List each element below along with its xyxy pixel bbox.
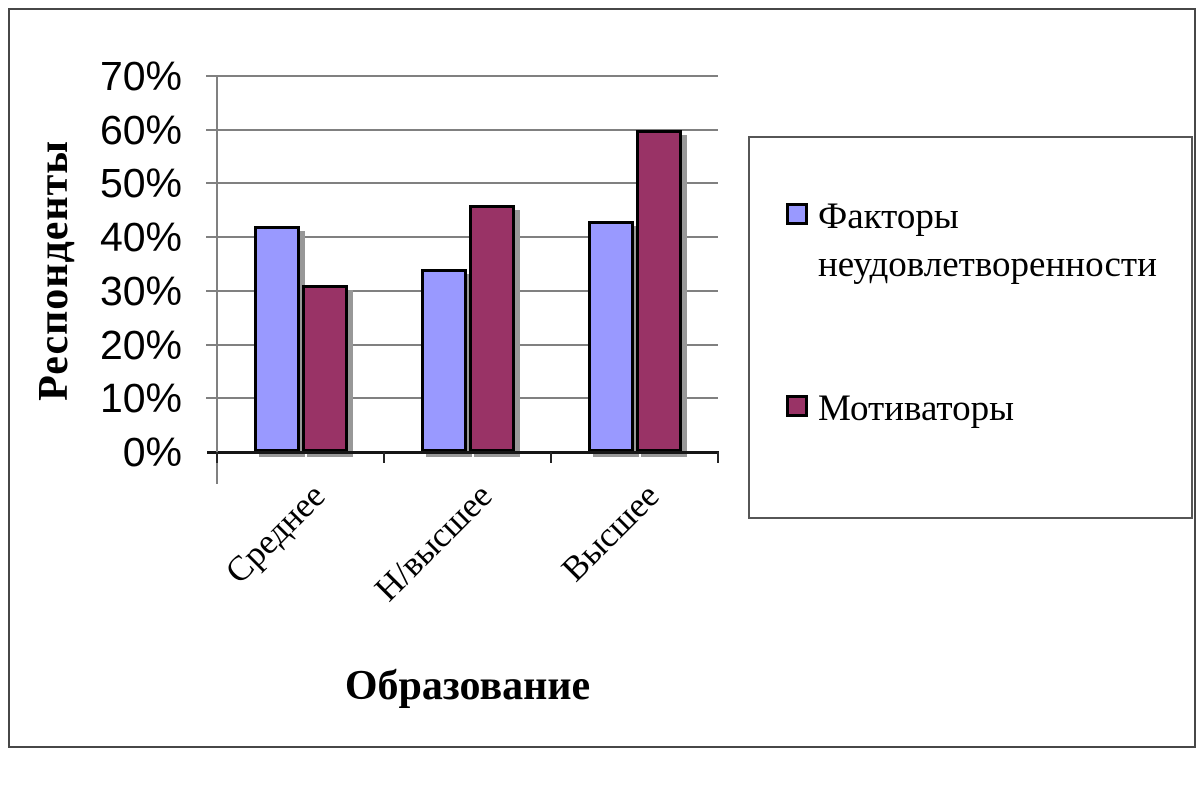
y-tick-label-2: 20% [99, 322, 182, 368]
legend-label-factors: Факторы неудовлетворенности [818, 196, 1157, 285]
x-axis-tick-1 [383, 452, 385, 463]
legend-label-motivators: Мотиваторы [818, 388, 1014, 429]
y-tick-label-0: 0% [122, 429, 182, 475]
gridline-10 [217, 397, 718, 399]
x-axis-tick-2 [550, 452, 552, 463]
y-tick-label-1: 10% [99, 375, 182, 421]
gridline-30 [217, 290, 718, 292]
bar-series0-cat0 [254, 226, 300, 452]
x-axis-tick-3 [717, 452, 719, 463]
y-axis-line [216, 76, 218, 484]
x-axis-title: Образование [344, 663, 591, 709]
y-tick-40 [206, 236, 217, 238]
legend-marker-factors-icon [786, 203, 808, 225]
chart-outer-border [8, 8, 1196, 748]
y-tick-70 [206, 75, 217, 77]
y-tick-label-6: 60% [99, 107, 182, 153]
y-tick-label-5: 50% [99, 160, 182, 206]
bar-series0-cat2 [588, 221, 634, 452]
y-tick-60 [206, 129, 217, 131]
page: { "chart_data": { "type": "bar", "title"… [8, 8, 1196, 748]
y-tick-50 [206, 182, 217, 184]
y-tick-label-4: 40% [99, 214, 182, 260]
y-tick-20 [206, 344, 217, 346]
legend: Факторы неудовлетворенности Мотиваторы [748, 136, 1193, 519]
gridline-20 [217, 344, 718, 346]
bar-series0-cat1 [421, 269, 467, 452]
x-axis-tick-0 [216, 452, 218, 463]
y-tick-label-3: 30% [99, 268, 182, 314]
y-tick-10 [206, 397, 217, 399]
bar-series1-cat0 [302, 285, 348, 452]
bar-series1-cat2 [636, 130, 682, 452]
gridline-70 [217, 75, 718, 77]
gridline-60 [217, 129, 718, 131]
gridline-50 [217, 182, 718, 184]
chart-canvas: Респонденты Образование Факторы неудовле… [8, 8, 1196, 748]
legend-item-factors: Факторы неудовлетворенности [786, 193, 1170, 289]
legend-marker-motivators-icon [786, 395, 808, 417]
x-axis-line [207, 451, 719, 454]
y-tick-label-7: 70% [99, 53, 182, 99]
legend-item-motivators: Мотиваторы [786, 385, 1170, 433]
gridline-40 [217, 236, 718, 238]
y-tick-30 [206, 290, 217, 292]
bar-series1-cat1 [469, 205, 515, 452]
